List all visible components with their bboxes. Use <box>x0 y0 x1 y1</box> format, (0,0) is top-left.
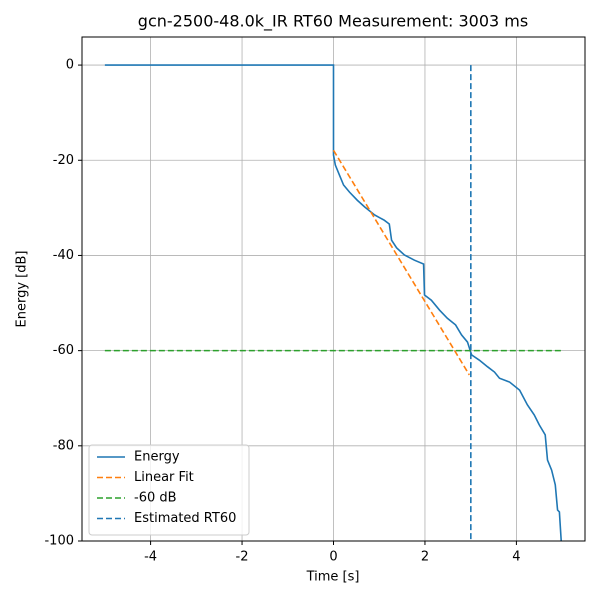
x-tick-label: -4 <box>144 550 157 565</box>
y-tick-label: -20 <box>53 153 74 168</box>
chart-title: gcn-2500-48.0k_IR RT60 Measurement: 3003… <box>138 12 528 32</box>
legend-box <box>88 444 250 536</box>
x-tick-label: 2 <box>421 550 429 565</box>
legend-label: Linear Fit <box>134 470 194 485</box>
series-line <box>332 149 470 376</box>
y-tick-label: -80 <box>53 438 74 453</box>
x-tick-label: 0 <box>329 550 337 565</box>
x-tick-label: -2 <box>236 550 249 565</box>
y-tick-label: 0 <box>66 58 74 73</box>
series-line <box>104 64 563 541</box>
plot-area <box>104 64 563 541</box>
y-tick-label: -100 <box>44 534 74 549</box>
y-axis-label: Energy [dB] <box>15 251 30 328</box>
x-axis-label: Time [s] <box>306 570 360 585</box>
legend-label: Energy <box>134 450 180 465</box>
y-tick-label: -40 <box>53 248 74 263</box>
legend-label: Estimated RT60 <box>134 511 236 526</box>
y-tick-label: -60 <box>53 343 74 358</box>
legend: Energy Linear Fit -60 dB Estimated RT60 <box>88 444 250 536</box>
legend-label: -60 dB <box>134 491 177 506</box>
x-tick-label: 4 <box>512 550 520 565</box>
